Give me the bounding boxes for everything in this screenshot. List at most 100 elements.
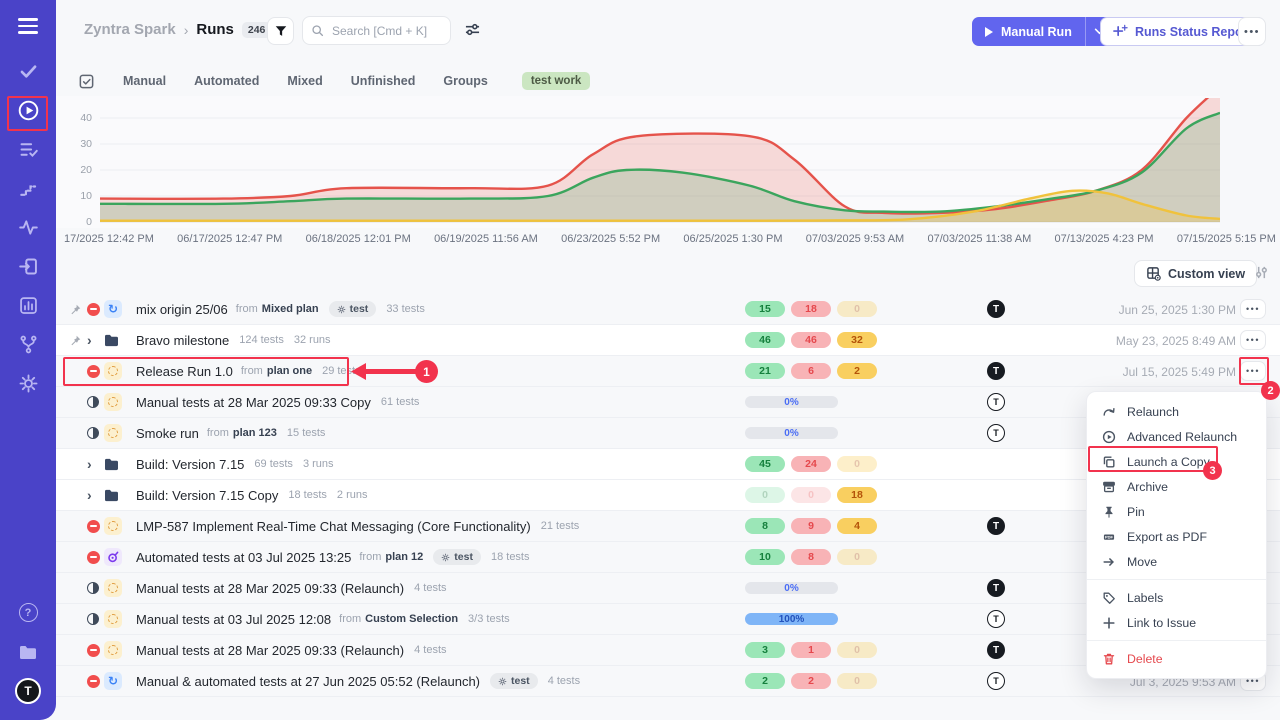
run-title[interactable]: Manual tests at 28 Mar 2025 09:33 Copy <box>136 394 371 410</box>
assignee-avatar: T <box>987 610 1005 628</box>
run-title[interactable]: Smoke run <box>136 425 199 441</box>
custom-view-button[interactable]: Custom view <box>1134 260 1258 287</box>
sparkle-plus-icon <box>1113 24 1128 37</box>
header-more-button[interactable]: ••• <box>1238 17 1266 46</box>
tab-unfinished[interactable]: Unfinished <box>350 74 416 88</box>
breadcrumb-project[interactable]: Zyntra Spark <box>84 21 176 38</box>
run-row[interactable]: Manual tests at 03 Jul 2025 12:08 from Cus… <box>56 604 1280 635</box>
plan-name[interactable]: plan one <box>266 365 313 377</box>
badge-g: 15 <box>745 301 785 317</box>
run-row[interactable]: Manual tests at 28 Mar 2025 09:33 Copy 61… <box>56 387 1280 418</box>
menu-item-labels[interactable]: Labels <box>1087 585 1266 610</box>
run-row[interactable]: Smoke run from plan 123 15 tests 0% T <box>56 418 1280 449</box>
result-badges: 10 8 0 <box>745 549 877 565</box>
run-tag[interactable]: test <box>433 549 481 565</box>
sidebar-item-box-arrow[interactable] <box>16 255 40 279</box>
display-settings-icon[interactable] <box>464 22 481 42</box>
row-more-button[interactable]: ••• <box>1240 361 1266 381</box>
run-row[interactable]: › Build: Version 7.15 Copy 18 tests 2 runs 0… <box>56 480 1280 511</box>
expand-chevron-icon[interactable]: › <box>87 332 92 348</box>
help-icon[interactable]: ? <box>18 603 38 622</box>
menu-item-move[interactable]: Move <box>1087 549 1266 574</box>
progress-bar: 100% <box>745 613 838 625</box>
run-title[interactable]: Bravo milestone <box>136 332 230 348</box>
filter-button[interactable] <box>267 17 294 45</box>
stopped-status-icon <box>87 550 100 564</box>
saved-views-icon[interactable] <box>78 73 95 90</box>
user-avatar[interactable]: T <box>15 678 41 704</box>
run-title[interactable]: Build: Version 7.15 Copy <box>136 487 279 503</box>
badge-r: 18 <box>791 301 831 317</box>
assignee-avatar: T <box>987 641 1005 659</box>
badge-g: 0 <box>745 487 785 503</box>
run-row[interactable]: Release Run 1.0 from plan one 29 tests 21 6 2 T… <box>56 356 1280 387</box>
run-row[interactable]: › Build: Version 7.15 69 tests 3 runs 45 24 0 <box>56 449 1280 480</box>
run-title[interactable]: LMP-587 Implement Real-Time Chat Messagi… <box>136 518 531 534</box>
menu-item-export-as-pdf[interactable]: PDF Export as PDF <box>1087 524 1266 549</box>
menu-item-label: Pin <box>1127 504 1145 519</box>
tab-automated[interactable]: Automated <box>194 74 260 88</box>
manual-run-icon <box>104 517 122 535</box>
run-row[interactable]: Manual tests at 28 Mar 2025 09:33 (Relau… <box>56 635 1280 666</box>
menu-item-relaunch[interactable]: Relaunch <box>1087 399 1266 424</box>
run-title[interactable]: Manual & automated tests at 27 Jun 2025 … <box>136 673 480 689</box>
run-row[interactable]: Manual tests at 28 Mar 2025 09:33 (Relau… <box>56 573 1280 604</box>
manual-run-button[interactable]: Manual Run <box>972 17 1085 46</box>
tab-groups[interactable]: Groups <box>443 74 488 88</box>
badge-y: 4 <box>837 518 877 534</box>
plan-name[interactable]: Mixed plan <box>261 303 319 315</box>
run-title[interactable]: Automated tests at 03 Jul 2025 13:25 <box>136 549 352 565</box>
mixed-run-icon: ↻ <box>104 300 122 318</box>
assignee-avatar: T <box>987 672 1005 690</box>
sidebar-item-check[interactable] <box>16 60 40 84</box>
run-tag[interactable]: test <box>328 301 377 317</box>
run-title[interactable]: Release Run 1.0 <box>136 363 233 379</box>
menu-item-link-to-issue[interactable]: Link to Issue <box>1087 610 1266 635</box>
menu-item-delete[interactable]: Delete <box>1087 646 1266 671</box>
hamburger-menu-icon[interactable] <box>18 18 38 34</box>
run-title[interactable]: Manual tests at 28 Mar 2025 09:33 (Relau… <box>136 642 405 658</box>
plan-name[interactable]: Custom Selection <box>365 613 459 625</box>
menu-item-advanced-relaunch[interactable]: Advanced Relaunch <box>1087 424 1266 449</box>
run-title[interactable]: Manual tests at 28 Mar 2025 09:33 (Relau… <box>136 580 405 596</box>
search-input[interactable] <box>330 22 440 39</box>
run-title[interactable]: Manual tests at 03 Jul 2025 12:08 <box>136 611 332 627</box>
filter-tag-test-work[interactable]: test work <box>521 72 591 90</box>
plan-name[interactable]: plan 12 <box>385 551 424 563</box>
x-axis-tick: 07/03/2025 9:53 AM <box>805 233 905 245</box>
row-more-button[interactable]: ••• <box>1240 299 1266 319</box>
play-icon <box>985 26 993 37</box>
run-meta: 15 tests <box>286 427 326 439</box>
tab-manual[interactable]: Manual <box>123 74 167 88</box>
sidebar-item-pulse[interactable] <box>16 216 40 240</box>
plan-name[interactable]: plan 123 <box>232 427 277 439</box>
run-row[interactable]: Automated tests at 03 Jul 2025 13:25 from… <box>56 542 1280 573</box>
menu-item-launch-a-copy[interactable]: Launch a Copy <box>1087 449 1266 474</box>
sidebar-item-bar-chart[interactable] <box>16 294 40 318</box>
run-row[interactable]: ↻ mix origin 25/06 from Mixed plan test 33 te… <box>56 294 1280 325</box>
run-title[interactable]: mix origin 25/06 <box>136 301 228 317</box>
run-meta: 18 tests <box>490 551 530 563</box>
sidebar-item-steps[interactable] <box>16 177 40 201</box>
expand-chevron-icon[interactable]: › <box>87 487 92 503</box>
sidebar-item-gear[interactable] <box>16 372 40 396</box>
manual-run-icon <box>104 393 122 411</box>
badge-g: 2 <box>745 673 785 689</box>
folders-icon[interactable] <box>16 640 40 664</box>
run-title[interactable]: Build: Version 7.15 <box>136 456 245 472</box>
runs-status-report-button[interactable]: Runs Status Report <box>1100 17 1265 46</box>
row-more-button[interactable]: ••• <box>1240 330 1266 350</box>
menu-item-pin[interactable]: Pin <box>1087 499 1266 524</box>
sidebar-item-checklist[interactable] <box>16 138 40 162</box>
run-row[interactable]: LMP-587 Implement Real-Time Chat Messagi… <box>56 511 1280 542</box>
menu-item-label: Link to Issue <box>1127 615 1197 630</box>
tab-mixed[interactable]: Mixed <box>287 74 323 88</box>
expand-chevron-icon[interactable]: › <box>87 456 92 472</box>
run-tag[interactable]: test <box>490 673 538 689</box>
run-meta: 4 tests <box>414 644 447 656</box>
sidebar-item-play-circle[interactable] <box>16 99 40 123</box>
run-row[interactable]: › Bravo milestone 124 tests 32 runs 46 46 32 Ma… <box>56 325 1280 356</box>
list-settings-icon[interactable] <box>1254 265 1269 285</box>
sidebar-item-branch[interactable] <box>16 333 40 357</box>
menu-item-archive[interactable]: Archive <box>1087 474 1266 499</box>
